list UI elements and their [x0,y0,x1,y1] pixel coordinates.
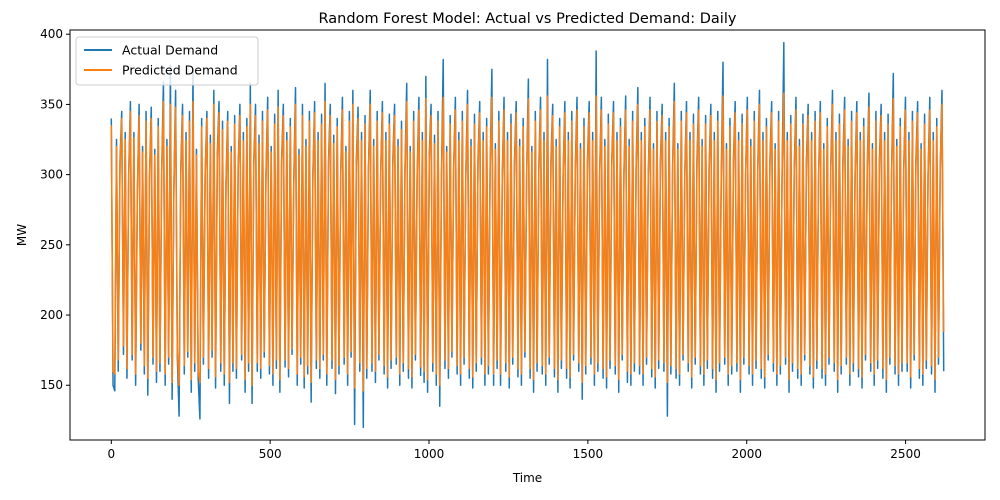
y-tick-label: 350 [40,97,63,111]
y-axis-label: MW [15,224,29,246]
x-tick-label: 500 [259,447,282,461]
x-tick-label: 0 [107,447,115,461]
y-tick-label: 400 [40,27,63,41]
series-line-predicted [110,92,945,392]
x-axis-label: Time [512,471,542,485]
chart-title: Random Forest Model: Actual vs Predicted… [319,11,737,27]
y-tick-label: 200 [40,308,63,322]
plot-frame [69,29,986,441]
y-tick-label: 300 [40,168,63,182]
y-tick-label: 150 [40,378,63,392]
legend-label-actual: Actual Demand [122,43,218,58]
x-axis: 0 500 1000 1500 2000 2500 [107,440,921,461]
x-tick-label: 2500 [890,447,921,461]
x-tick-label: 1000 [414,447,445,461]
legend-box [75,36,259,86]
y-tick-label: 250 [40,238,63,252]
legend: Actual Demand Predicted Demand [75,36,259,86]
series-layer [110,41,945,429]
x-tick-label: 2000 [731,447,762,461]
y-axis: 150 200 250 300 350 400 [40,27,70,392]
legend-label-predicted: Predicted Demand [122,63,238,78]
x-tick-label: 1500 [573,447,604,461]
